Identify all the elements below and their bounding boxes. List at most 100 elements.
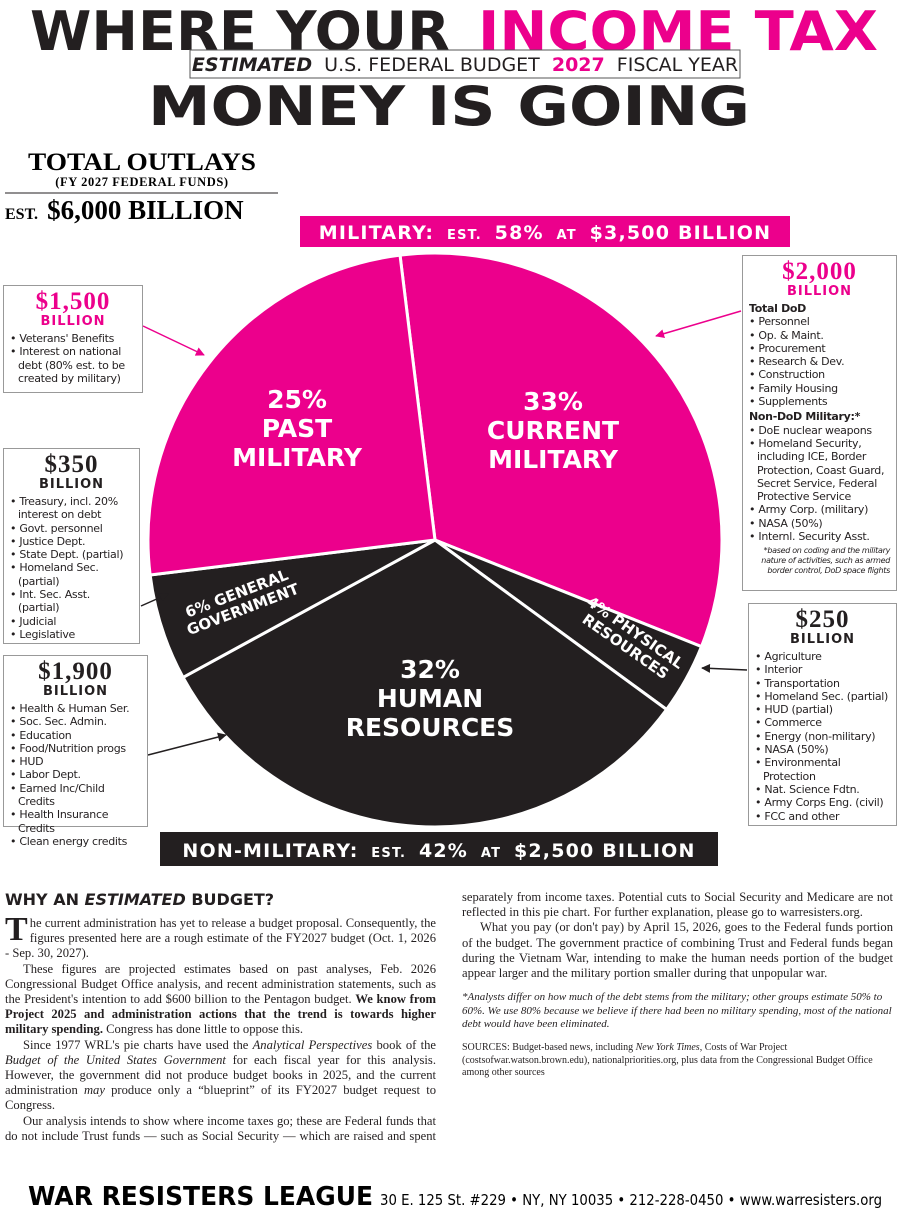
list-item: Veterans' Benefits: [10, 332, 136, 345]
list-item: Commerce: [755, 716, 890, 729]
box-unit: BILLION: [40, 314, 106, 329]
slice-value: 33%: [523, 386, 583, 416]
info-box: $350 BILLION Treasury, incl. 20% interes…: [3, 448, 140, 644]
list-item: Soc. Sec. Admin.: [10, 715, 141, 728]
box-unit: BILLION: [789, 632, 856, 647]
box-list: Treasury, incl. 20% interest on debtGovt…: [10, 495, 133, 641]
list-item: Research & Dev.: [749, 355, 890, 368]
list-item: Treasury, incl. 20% interest on debt: [10, 495, 133, 522]
poster-graphic: WHERE YOUR INCOME TAX ESTIMATED U.S. FED…: [5, 0, 878, 866]
list-item: Homeland Sec. (partial): [755, 690, 890, 703]
list-item: Energy (non-military): [755, 730, 890, 743]
list-item: Personnel: [749, 315, 890, 328]
subtitle-part: ESTIMATED: [192, 54, 312, 76]
box-amount: $1,900: [38, 658, 113, 685]
banner-part: AT: [557, 228, 577, 243]
list-item: Family Housing: [749, 382, 890, 395]
list-item: Army Corps Eng. (civil): [755, 796, 890, 809]
arrow: [655, 310, 742, 339]
list-item: Army Corp. (military): [749, 503, 890, 516]
banner-part: EST.: [447, 228, 482, 243]
text-run: BUDGET?: [191, 890, 275, 909]
text-run: , Costs of War Project (costsofwar.watso…: [462, 1042, 873, 1078]
list-item: Govt. personnel: [10, 522, 133, 535]
box-list: PersonnelOp. & Maint.ProcurementResearch…: [749, 315, 890, 408]
banner-part: NON-MILITARY:: [182, 840, 358, 862]
list-item: Transportation: [755, 677, 890, 690]
total-est: EST.: [5, 206, 38, 223]
subtitle-part: FISCAL YEAR: [617, 54, 738, 76]
box-unit: BILLION: [38, 477, 105, 492]
list-item: Homeland Security, including ICE, Border…: [749, 437, 890, 503]
info-box: $1,500 BILLION Veterans' BenefitsInteres…: [3, 285, 143, 393]
paragraph: Our analysis intends to show where incom…: [5, 890, 893, 1143]
subtitle: ESTIMATED U.S. FEDERAL BUDGET 2027 FISCA…: [192, 54, 738, 76]
banner-part: MILITARY:: [319, 222, 434, 244]
box-unit: BILLION: [42, 684, 109, 699]
paragraph: Since 1977 WRL's pie charts have used th…: [5, 1038, 436, 1114]
list-item: Education: [10, 729, 141, 742]
non-military-banner: [160, 832, 718, 866]
box-amount: $2,000: [782, 258, 857, 285]
text-run: Congress has done little to oppose this.: [106, 1022, 304, 1037]
box-heading: Non-DoD Military:*: [749, 410, 861, 424]
total-title: TOTAL OUTLAYS: [28, 149, 256, 176]
box-amount: $1,500: [35, 288, 111, 315]
footnote: *Analysts differ on how much of the debt…: [462, 991, 892, 1031]
list-item: Labor Dept.: [10, 768, 141, 781]
text-run: Since 1977 WRL's pie charts have used th…: [23, 1037, 249, 1052]
list-item: Food/Nutrition progs: [10, 742, 141, 755]
non-military-banner-text: NON-MILITARY: EST. 42% AT $2,500 BILLION: [182, 840, 695, 862]
total-subtitle: (FY 2027 FEDERAL FUNDS): [55, 175, 228, 189]
banner-part: 58%: [495, 222, 544, 244]
footer-org: WAR RESISTERS LEAGUE: [28, 1182, 373, 1210]
text-run: Budget of the United States Government: [5, 1052, 226, 1067]
box-amount: $350: [44, 451, 99, 478]
list-item: Interest on national debt (80% est. to b…: [10, 345, 136, 385]
list-item: Internl. Security Asst.: [749, 530, 890, 543]
text-run: We know from Project 2025 and administra…: [5, 992, 436, 1037]
banner-part: $3,500 BILLION: [590, 222, 772, 244]
banner-part: AT: [481, 846, 501, 861]
total-amount: EST. $6,000 BILLION: [5, 195, 244, 225]
text-run: for each fiscal year for this analysis. …: [5, 1052, 436, 1098]
list-item: Interior: [755, 663, 890, 676]
banner-part: EST.: [371, 846, 406, 861]
article-heading: WHY AN ESTIMATED BUDGET?: [5, 890, 436, 910]
paragraph: These figures are projected estimates ba…: [5, 962, 436, 1038]
text-run: produce only a “blueprint” of its FY2027…: [5, 1083, 437, 1113]
pie-slice: [398, 251, 724, 649]
list-item: Procurement: [749, 342, 890, 355]
slice-value: 25%: [267, 384, 327, 414]
banner-part: $2,500 BILLION: [514, 840, 696, 862]
paragraph: What you pay (or don't pay) by April 15,…: [462, 920, 893, 981]
list-item: Op. & Maint.: [749, 329, 890, 342]
list-item: NASA (50%): [749, 517, 890, 530]
box-note: *based on coding and the military nature…: [761, 546, 890, 576]
arrow: [701, 663, 748, 673]
list-item: HUD (partial): [755, 703, 890, 716]
arrow: [142, 325, 205, 356]
list-item: State Dept. (partial): [10, 548, 133, 561]
info-box: $250 BILLION AgricultureInteriorTranspor…: [748, 603, 897, 826]
info-box: $2,000 BILLION Total DoD PersonnelOp. & …: [742, 255, 897, 591]
pie-chart: [146, 251, 724, 829]
slice-category: PAST MILITARY: [232, 413, 362, 472]
list-item: FCC and other: [755, 810, 890, 823]
list-item: NASA (50%): [755, 743, 890, 756]
slice-category: CURRENT MILITARY: [486, 415, 620, 474]
list-item: Int. Sec. Asst. (partial): [10, 588, 133, 615]
list-item: Earned Inc/Child Credits: [10, 782, 141, 809]
list-item: Judicial: [10, 615, 133, 628]
text-run: SOURCES:: [462, 1042, 510, 1053]
text-run: These figures are projected estimates ba…: [5, 961, 436, 1007]
text-run: may: [83, 1083, 105, 1098]
article: WHY AN ESTIMATED BUDGET? The current adm…: [5, 890, 893, 1160]
military-banner: [300, 216, 790, 247]
list-item: Health & Human Ser.: [10, 702, 141, 715]
text-run: book of the: [376, 1037, 436, 1052]
subtitle-box: [189, 49, 741, 79]
list-item: Environmental Protection: [755, 756, 890, 783]
